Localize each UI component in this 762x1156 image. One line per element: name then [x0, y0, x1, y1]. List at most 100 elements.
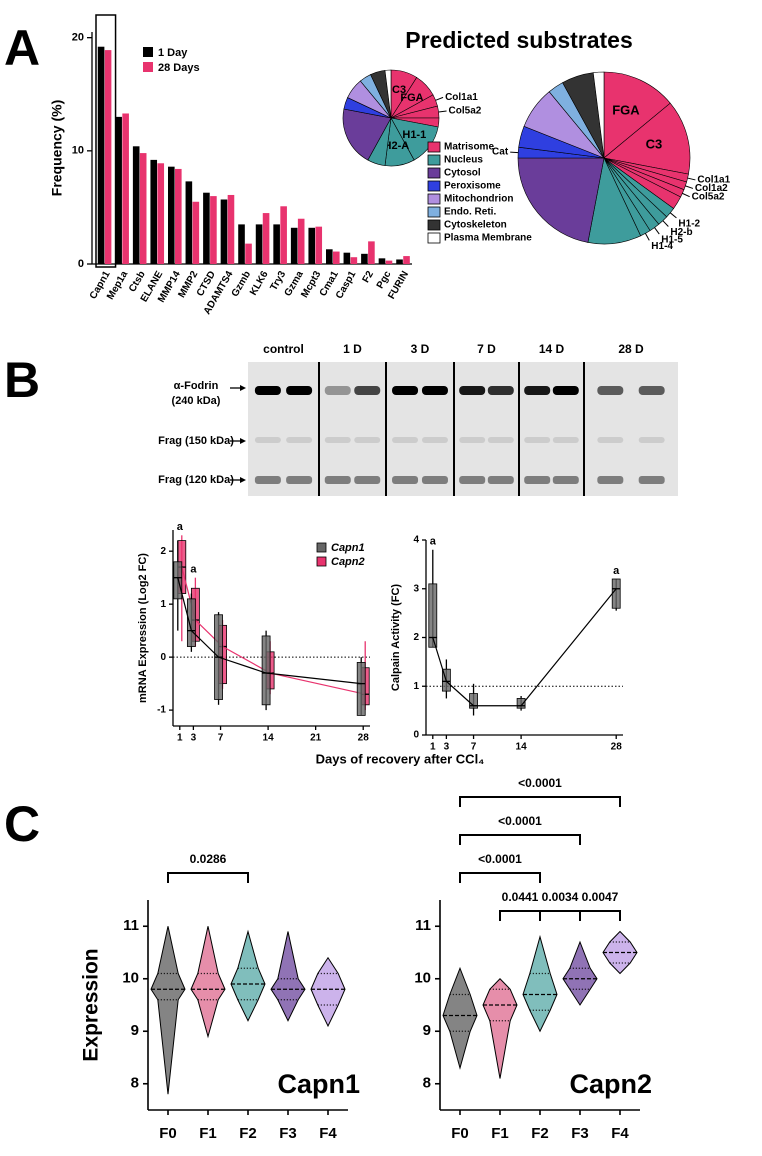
- blot-band: [421, 386, 448, 395]
- lane-label: 7 D: [477, 342, 496, 356]
- bar: [280, 206, 287, 264]
- x-tick-label: 3: [444, 742, 450, 753]
- y-tick-label: 2: [413, 632, 419, 643]
- violin: [190, 926, 226, 1039]
- blot-band: [597, 437, 624, 443]
- x-tick-label: F2: [531, 1125, 549, 1142]
- box: [469, 693, 478, 709]
- significance-label: 0.0047: [582, 890, 619, 904]
- significance-label: 0.0441: [502, 890, 539, 904]
- bar: [350, 257, 358, 264]
- slice-label: Col1a1: [697, 175, 730, 186]
- significance-label: 0.0286: [190, 852, 227, 866]
- violin: [562, 940, 598, 1006]
- legend-swatch: [427, 154, 441, 166]
- blot-band: [597, 476, 624, 484]
- panel-label: A: [4, 20, 40, 76]
- violin: [442, 966, 478, 1070]
- x-tick-label: 21: [310, 733, 322, 744]
- annotation: a: [430, 536, 437, 548]
- legend-label: Matrisome: [444, 142, 494, 153]
- blot-band: [487, 476, 514, 484]
- pie-slice: [603, 71, 671, 159]
- blot-band: [638, 386, 665, 395]
- slice-label: H1-4: [651, 241, 673, 252]
- leader-line: [438, 110, 447, 113]
- legend-label: Cytoskeleton: [444, 220, 507, 231]
- violin: [310, 956, 346, 1028]
- y-tick-label: 8: [423, 1075, 431, 1092]
- bar: [175, 168, 182, 264]
- slice-label: H2-A: [384, 140, 410, 152]
- lane-label: control: [263, 342, 304, 356]
- bar: [150, 159, 158, 264]
- box: [173, 561, 183, 600]
- lane-label: 3 D: [411, 342, 430, 356]
- blot-band: [524, 476, 551, 484]
- y-tick-label: 4: [413, 535, 419, 546]
- blot-band: [524, 437, 551, 443]
- blot-band: [552, 476, 579, 484]
- y-tick-label: 1: [413, 681, 419, 692]
- legend-swatch: [316, 542, 327, 553]
- slice-label: C3: [646, 137, 663, 152]
- x-tick-label: 28: [611, 742, 623, 753]
- x-tick-label: 28: [358, 733, 370, 744]
- blot-band: [638, 476, 665, 484]
- x-tick-label: F2: [239, 1125, 257, 1142]
- bar: [104, 50, 112, 265]
- slice-label: C3: [392, 84, 406, 96]
- box: [428, 583, 438, 648]
- bar: [157, 163, 165, 264]
- violin: [522, 934, 558, 1033]
- slice-label: Col5a2: [692, 191, 725, 202]
- blot-band: [286, 437, 313, 443]
- significance-bracket: [539, 910, 581, 921]
- significance-bracket: [459, 834, 581, 845]
- x-tick-label: 14: [516, 742, 528, 753]
- legend-label: Capn2: [331, 556, 365, 568]
- x-tick-label: F0: [159, 1125, 177, 1142]
- significance-bracket: [459, 796, 621, 807]
- legend-swatch: [427, 141, 441, 153]
- legend-label: Plasma Membrane: [444, 233, 532, 244]
- blot-band: [354, 386, 381, 395]
- box: [356, 662, 366, 716]
- y-axis-label: Calpain Activity (FC): [390, 584, 402, 691]
- blot-band: [487, 386, 514, 395]
- blot-image: [248, 362, 678, 496]
- blot-band: [597, 386, 624, 395]
- pie-slice: [603, 102, 691, 175]
- legend-swatch: [427, 219, 441, 231]
- slice-label: Cat: [492, 147, 509, 158]
- bar: [290, 227, 298, 264]
- chart-title: Capn1: [277, 1069, 360, 1099]
- blot-band: [552, 386, 579, 395]
- x-tick-label: F4: [611, 1125, 629, 1142]
- blot-band: [459, 386, 486, 395]
- leader-line: [510, 151, 519, 154]
- series-line: [432, 588, 617, 707]
- bar: [255, 224, 263, 264]
- slice-label: H1-1: [402, 129, 426, 141]
- box: [186, 598, 196, 647]
- slice-label: H2-b: [670, 227, 692, 238]
- x-tick-label: 7: [218, 733, 224, 744]
- x-tick-label: 3: [191, 733, 197, 744]
- bar: [139, 153, 147, 264]
- y-tick-label: 10: [122, 970, 139, 987]
- y-tick-label: 2: [160, 546, 166, 557]
- slice-label: Col1a1: [445, 92, 478, 103]
- box: [261, 635, 271, 706]
- blot-band: [524, 386, 551, 395]
- pie-slice: [592, 71, 605, 159]
- bar: [273, 224, 280, 264]
- slice-label: H1-2: [678, 219, 700, 230]
- violin: [230, 929, 266, 1022]
- legend-label: Mitochondrion: [444, 194, 513, 205]
- x-tick-label: 7: [471, 742, 477, 753]
- legend-label: 1 Day: [158, 47, 188, 59]
- lane-label: 14 D: [539, 342, 565, 356]
- leader-line: [662, 220, 669, 227]
- pie-slice: [342, 108, 392, 161]
